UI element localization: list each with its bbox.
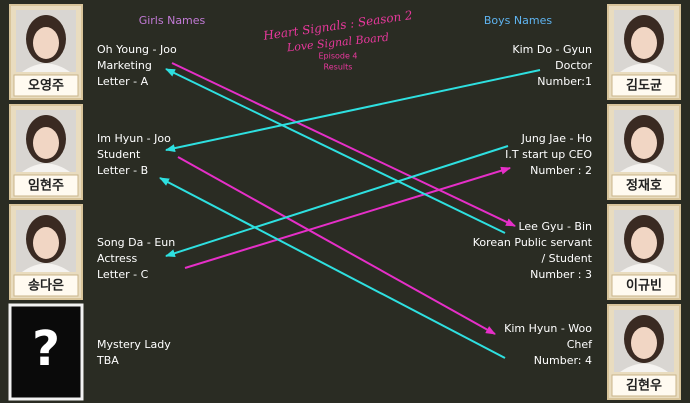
- face: [33, 227, 59, 259]
- boy-info: Kim Hyun - Woo: [504, 322, 592, 335]
- shoulders: [620, 363, 668, 372]
- boy-info: Jung Jae - Ho: [521, 132, 593, 145]
- photo-label: 임현주: [28, 178, 64, 194]
- photo-card: 오영주: [9, 4, 83, 100]
- photo-label: 오영주: [28, 79, 64, 94]
- arrow-pink: [171, 62, 516, 227]
- shoulders: [22, 63, 70, 72]
- shoulders: [22, 163, 70, 172]
- boy-info: Number : 2: [530, 164, 592, 177]
- name-box: [13, 174, 79, 197]
- girl-info: Letter - C: [97, 268, 149, 281]
- name-box: [611, 174, 677, 197]
- girl-info: Student: [97, 148, 141, 161]
- boy-info: Kim Do - Gyun: [512, 43, 592, 56]
- arrow-cyan: [165, 69, 541, 153]
- photo-label: 정재호: [626, 178, 662, 194]
- shoulders: [22, 263, 70, 272]
- episode: Episode 4: [318, 52, 357, 61]
- boy-info: Doctor: [555, 59, 592, 72]
- girl-info: Marketing: [97, 59, 152, 72]
- photo-frame: [8, 303, 84, 401]
- photo-label: 김현우: [626, 378, 662, 394]
- shoulders: [620, 63, 668, 72]
- arrow-cyan: [165, 68, 506, 234]
- face: [631, 127, 657, 159]
- girl-info: TBA: [96, 354, 119, 367]
- results: Results: [324, 63, 353, 72]
- face: [631, 327, 657, 359]
- boy-info: Lee Gyu - Bin: [518, 220, 592, 233]
- boy-info: Korean Public servant: [473, 236, 593, 249]
- face: [33, 27, 59, 59]
- photo-label: 이규빈: [626, 278, 662, 294]
- name-box: [13, 74, 79, 97]
- photo-label: 김도균: [626, 79, 662, 94]
- girl-info: Song Da - Eun: [97, 236, 175, 249]
- face: [631, 227, 657, 259]
- boy-info: / Student: [541, 252, 592, 265]
- name-box: [13, 274, 79, 297]
- girls-header: Girls Names: [139, 14, 206, 27]
- signal-arrows: [159, 62, 541, 359]
- photo-card: 정재호: [607, 104, 681, 200]
- name-box: [611, 374, 677, 397]
- arrow-cyan: [159, 177, 506, 359]
- boy-info: Number: 4: [534, 354, 592, 367]
- arrow-pink: [184, 166, 511, 269]
- face: [33, 127, 59, 159]
- photo-card: 김현우: [607, 304, 681, 400]
- arrow-cyan: [165, 145, 509, 258]
- girl-info: Letter - B: [97, 164, 148, 177]
- girl-info: Im Hyun - Joo: [97, 132, 171, 145]
- name-box: [611, 74, 677, 97]
- boy-info: Number:1: [537, 75, 592, 88]
- photo-card: 이규빈: [607, 204, 681, 300]
- photo-card: 임현주: [9, 104, 83, 200]
- boys-header: Boys Names: [484, 14, 552, 27]
- boy-info: Number : 3: [530, 268, 592, 281]
- name-box: [611, 274, 677, 297]
- shoulders: [620, 263, 668, 272]
- boy-info: Chef: [567, 338, 593, 351]
- photo-card: ?: [8, 303, 84, 401]
- face: [631, 27, 657, 59]
- girl-info: Mystery Lady: [97, 338, 171, 351]
- photo-label: 송다은: [28, 278, 64, 294]
- shoulders: [620, 163, 668, 172]
- girl-info: Actress: [97, 252, 137, 265]
- girl-info: Letter - A: [97, 75, 149, 88]
- boy-info: I.T start up CEO: [505, 148, 592, 161]
- girl-info: Oh Young - Joo: [97, 43, 177, 56]
- photo-card: 송다은: [9, 204, 83, 300]
- photo-label: ?: [32, 321, 60, 377]
- arrow-pink: [177, 156, 496, 335]
- photo-card: 김도균: [607, 4, 681, 100]
